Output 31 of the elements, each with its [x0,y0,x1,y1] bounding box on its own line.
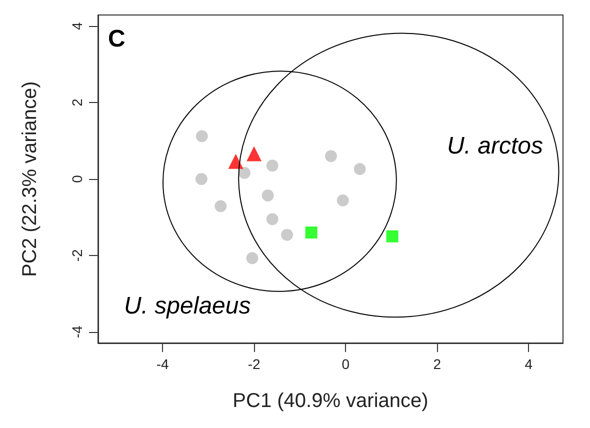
annotation: U. arctos [446,132,544,160]
point [266,160,278,172]
x-tick-label: -2 [248,356,261,372]
point [214,200,227,212]
x-tick-label: 4 [524,356,533,372]
annotation: C [108,26,126,52]
x-tick-label: 0 [342,356,350,372]
y-axis-title: PC2 (22.3% variance) [19,81,41,277]
point [324,150,337,162]
point [238,166,250,179]
point [354,163,366,176]
y-tick-label: 2 [69,98,85,106]
x-axis-title: PC1 (40.9% variance) [232,390,428,412]
point [195,173,208,185]
point [228,154,244,169]
point [336,194,349,206]
point [281,228,294,241]
point [386,230,398,242]
point [246,252,258,264]
point [246,146,262,162]
y-tick-label: 4 [69,22,85,30]
y-tick-label: -4 [69,325,85,338]
point [305,226,318,239]
point [196,130,208,142]
y-tick-label: -2 [69,249,85,262]
annotation: U. spelaeus [124,292,251,320]
point [266,213,278,226]
x-tick-label: 2 [433,356,442,372]
point [262,189,274,202]
x-tick-label: -4 [156,356,169,372]
y-tick-label: 0 [69,174,85,183]
